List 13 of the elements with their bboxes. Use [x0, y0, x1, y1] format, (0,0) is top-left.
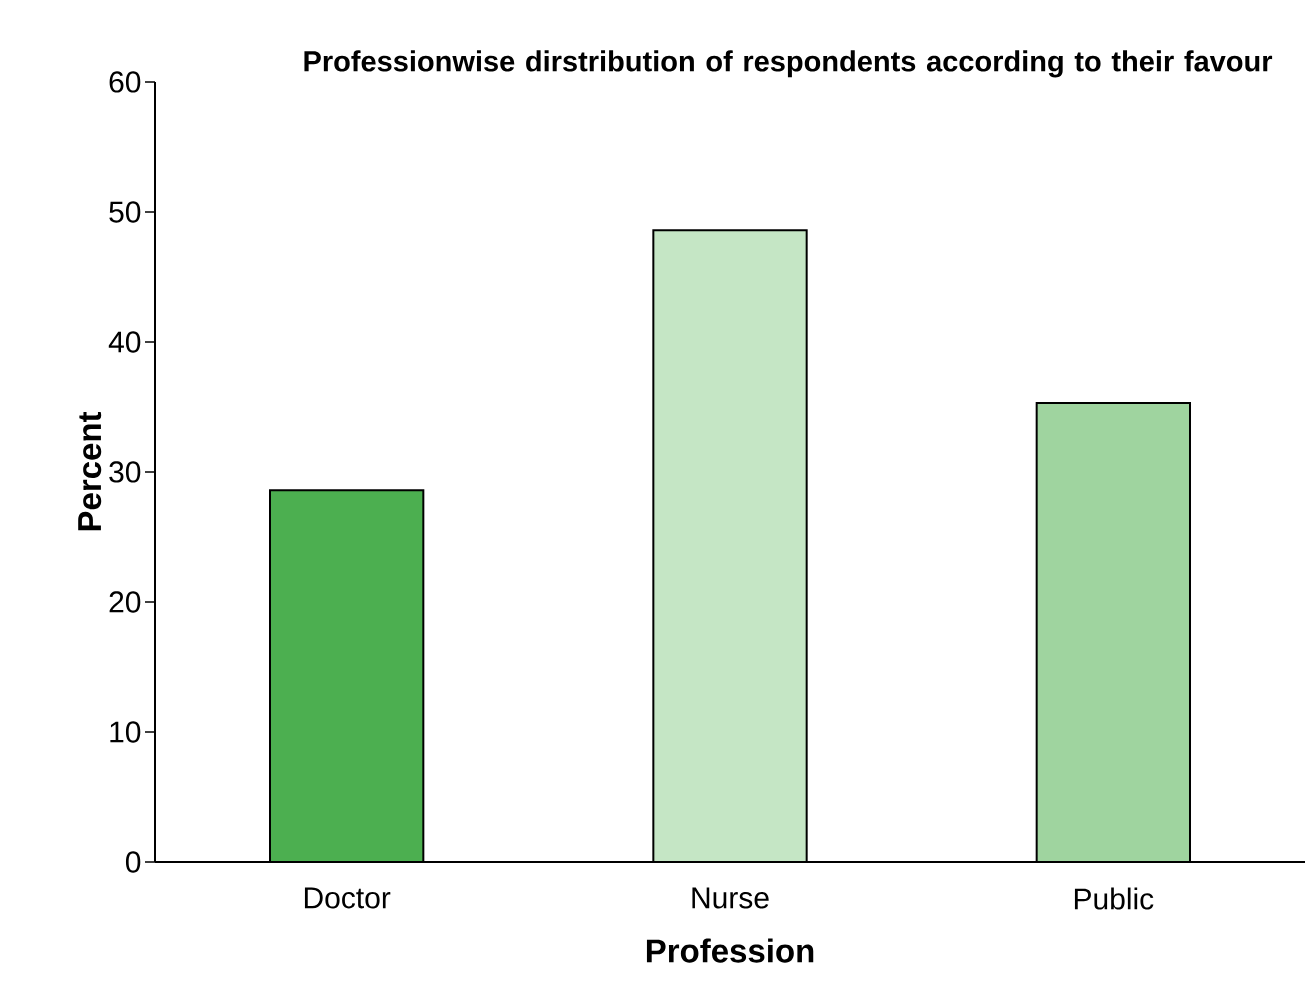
y-axis-title: Percent — [78, 411, 102, 531]
y-tick-label: 40 — [108, 331, 141, 353]
x-tick-label: Public — [1074, 887, 1154, 910]
x-tick-label: Nurse — [692, 887, 769, 909]
x-tick-label: Doctor — [304, 887, 391, 909]
y-tick-label: 30 — [109, 461, 141, 483]
y-tick-label: 10 — [110, 721, 141, 743]
y-tick-label: 0 — [125, 851, 141, 873]
y-tick-label: 50 — [109, 201, 141, 223]
chart-title: Professionwise dirstribution of respondents according to their favour — [304, 50, 1273, 78]
y-tick-label: 60 — [109, 71, 141, 93]
x-axis-title: Profession — [646, 938, 814, 963]
y-tick-label: 20 — [109, 591, 141, 613]
